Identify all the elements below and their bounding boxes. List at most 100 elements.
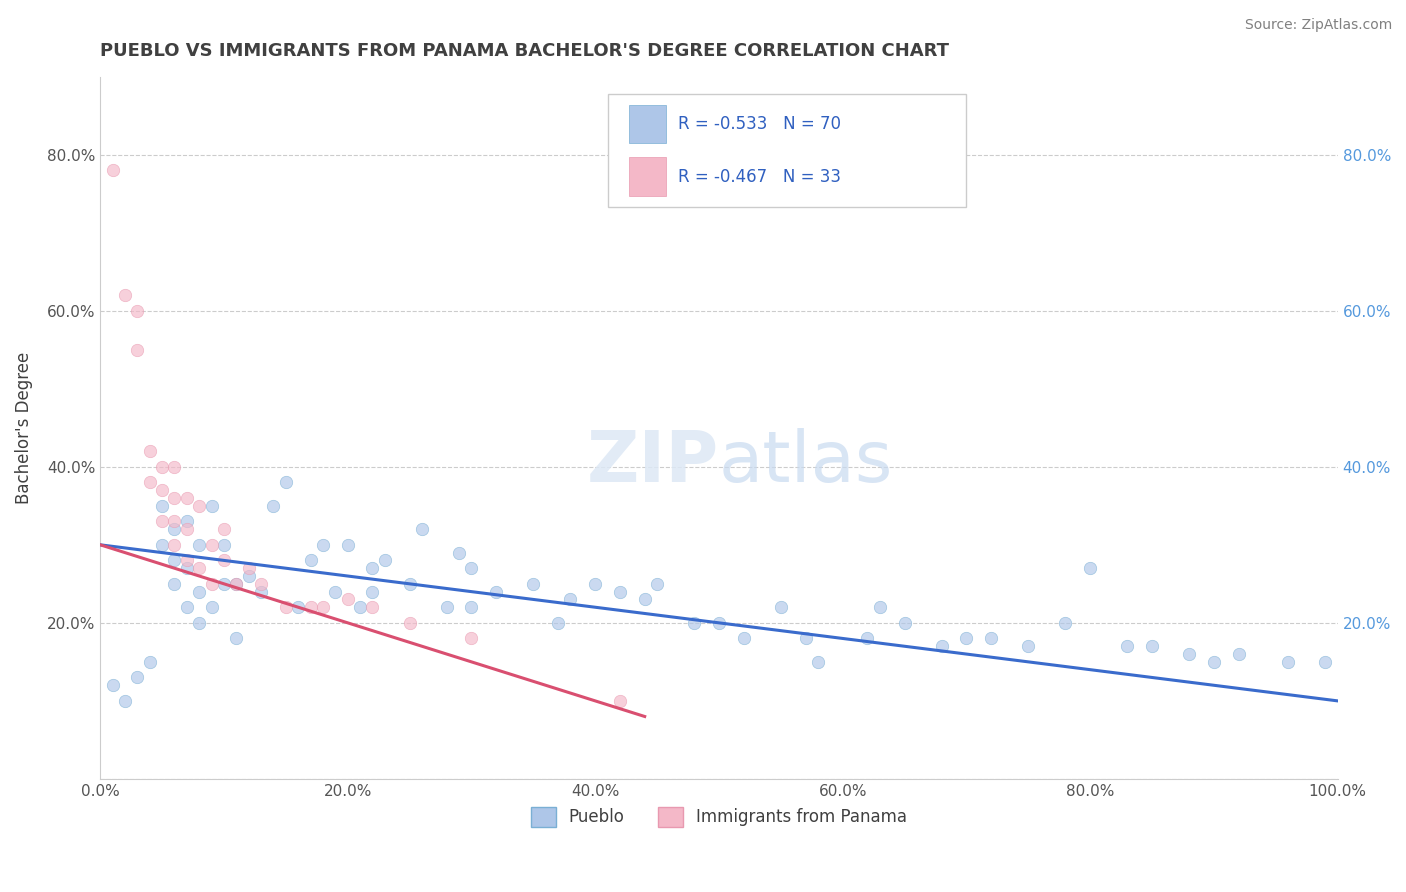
Point [312,538,335,552]
Point [869,600,891,615]
Legend: Pueblo, Immigrants from Panama: Pueblo, Immigrants from Panama [524,800,914,834]
Point [1277,655,1299,669]
Point [212,538,235,552]
Point [1054,615,1077,630]
Point [411,522,433,536]
Point [361,600,384,615]
Point [522,577,544,591]
Point [856,632,879,646]
Point [139,444,162,458]
Point [349,600,371,615]
Point [250,584,273,599]
Point [176,600,198,615]
Point [238,561,260,575]
Point [794,632,817,646]
Point [807,655,830,669]
Point [1017,640,1039,654]
Point [733,632,755,646]
Point [374,553,396,567]
Point [361,584,384,599]
Point [645,577,668,591]
Point [893,615,915,630]
Point [1315,655,1337,669]
Point [150,538,173,552]
Point [634,592,657,607]
Point [583,577,606,591]
Point [312,600,335,615]
Point [361,561,384,575]
Point [101,678,124,692]
Point [176,491,198,505]
Point [460,561,482,575]
Point [485,584,508,599]
Point [325,584,347,599]
Y-axis label: Bachelor's Degree: Bachelor's Degree [15,351,32,504]
Point [609,694,631,708]
Point [225,577,247,591]
Point [212,522,235,536]
Point [274,600,297,615]
Text: R = -0.533   N = 70: R = -0.533 N = 70 [678,115,841,133]
Point [238,569,260,583]
Point [101,163,124,178]
Point [336,592,359,607]
FancyBboxPatch shape [628,157,665,196]
Point [201,577,224,591]
Point [1140,640,1163,654]
Text: R = -0.467   N = 33: R = -0.467 N = 33 [678,168,841,186]
Point [188,615,211,630]
Point [188,561,211,575]
Point [139,475,162,490]
Point [287,600,309,615]
Point [1227,647,1250,661]
Text: ZIP: ZIP [586,428,718,498]
Point [931,640,953,654]
Text: Source: ZipAtlas.com: Source: ZipAtlas.com [1244,18,1392,32]
Point [150,459,173,474]
Point [114,288,136,302]
Point [188,584,211,599]
Point [449,546,471,560]
Point [274,475,297,490]
Point [150,499,173,513]
Point [225,577,247,591]
FancyBboxPatch shape [628,104,665,144]
Point [127,343,149,357]
Point [139,655,162,669]
Point [163,538,186,552]
Point [1202,655,1225,669]
Point [460,600,482,615]
Point [176,515,198,529]
Point [1078,561,1101,575]
Point [150,515,173,529]
FancyBboxPatch shape [607,95,966,207]
Point [150,483,173,498]
Point [201,600,224,615]
Point [163,459,186,474]
Point [398,577,420,591]
Point [163,515,186,529]
Point [980,632,1002,646]
Point [250,577,273,591]
Point [176,561,198,575]
Text: atlas: atlas [718,428,893,498]
Point [769,600,792,615]
Point [212,577,235,591]
Point [398,615,420,630]
Point [127,303,149,318]
Point [299,553,322,567]
Point [225,632,247,646]
Point [547,615,569,630]
Point [188,499,211,513]
Point [176,522,198,536]
Point [212,553,235,567]
Point [263,499,285,513]
Point [955,632,977,646]
Point [299,600,322,615]
Point [560,592,582,607]
Point [163,577,186,591]
Point [201,499,224,513]
Point [163,553,186,567]
Point [460,632,482,646]
Point [201,538,224,552]
